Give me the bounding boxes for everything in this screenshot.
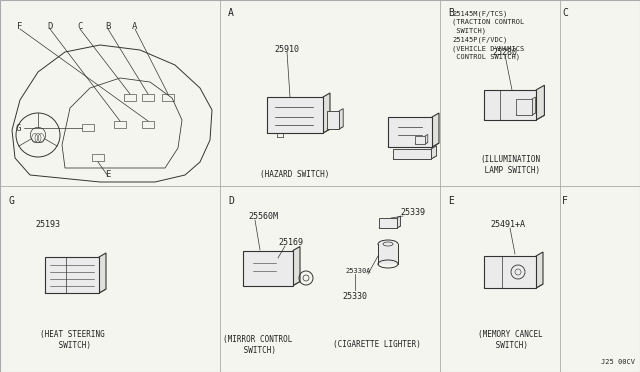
Bar (82, 124, 94, 131)
Text: B: B (106, 22, 111, 31)
Bar (142, 94, 154, 101)
Text: 25330A: 25330A (345, 268, 371, 274)
Bar (162, 94, 174, 101)
Text: C: C (562, 8, 568, 18)
Polygon shape (323, 93, 330, 133)
Polygon shape (484, 256, 536, 288)
Text: A: A (132, 22, 138, 31)
Text: 25910: 25910 (275, 45, 300, 54)
Polygon shape (243, 250, 293, 285)
Text: G: G (15, 124, 20, 132)
Bar (124, 94, 136, 101)
Text: 25193: 25193 (35, 220, 60, 229)
Polygon shape (536, 252, 543, 288)
Polygon shape (267, 129, 330, 133)
Polygon shape (431, 146, 436, 159)
Polygon shape (379, 226, 401, 228)
Polygon shape (45, 289, 106, 293)
Bar (378, 244, 398, 264)
Text: 25169: 25169 (278, 238, 303, 247)
Polygon shape (293, 247, 300, 285)
Polygon shape (415, 142, 428, 144)
Polygon shape (484, 284, 543, 288)
Text: J25 00CV: J25 00CV (601, 359, 635, 365)
Polygon shape (327, 111, 339, 129)
Text: (ILLUMINATION
 LAMP SWITCH): (ILLUMINATION LAMP SWITCH) (480, 155, 540, 175)
Text: 25330: 25330 (342, 292, 367, 301)
Polygon shape (99, 253, 106, 293)
Polygon shape (393, 149, 431, 159)
Text: F: F (562, 196, 568, 206)
Text: E: E (448, 196, 454, 206)
Text: (HAZARD SWITCH): (HAZARD SWITCH) (260, 170, 330, 179)
Text: 25145M(F/TCS)
(TRACTION CONTROL
 SWITCH)
25145P(F/VDC)
(VEHICLE DYNAMICS
 CONTRO: 25145M(F/TCS) (TRACTION CONTROL SWITCH) … (452, 10, 524, 60)
Polygon shape (327, 126, 343, 129)
Polygon shape (484, 115, 545, 120)
Text: G: G (8, 196, 14, 206)
Polygon shape (516, 99, 532, 115)
Bar (142, 121, 154, 128)
Polygon shape (432, 113, 439, 147)
Text: E: E (106, 170, 111, 179)
Bar (114, 121, 126, 128)
Polygon shape (397, 216, 401, 228)
Text: D: D (228, 196, 234, 206)
Text: (MEMORY CANCEL
 SWITCH): (MEMORY CANCEL SWITCH) (477, 330, 542, 350)
Polygon shape (532, 97, 536, 115)
Text: 25280: 25280 (493, 48, 518, 57)
Text: (CIGARETTE LIGHTER): (CIGARETTE LIGHTER) (333, 340, 421, 349)
Polygon shape (388, 117, 432, 147)
Polygon shape (516, 113, 536, 115)
Text: F: F (17, 22, 22, 31)
Text: 25339: 25339 (400, 208, 425, 217)
Polygon shape (484, 90, 536, 120)
Polygon shape (267, 97, 323, 133)
Text: C: C (77, 22, 83, 31)
Polygon shape (379, 218, 397, 228)
Polygon shape (536, 85, 545, 120)
Text: A: A (228, 8, 234, 18)
Polygon shape (425, 134, 428, 144)
Text: 25491+A: 25491+A (490, 220, 525, 229)
Polygon shape (415, 136, 425, 144)
Polygon shape (339, 109, 343, 129)
Ellipse shape (378, 240, 398, 248)
Bar (92, 154, 104, 161)
Text: 25560M: 25560M (248, 212, 278, 221)
Polygon shape (45, 257, 99, 293)
Text: B: B (448, 8, 454, 18)
Text: (HEAT STEERING
 SWITCH): (HEAT STEERING SWITCH) (40, 330, 104, 350)
Polygon shape (393, 156, 436, 159)
Polygon shape (388, 143, 439, 147)
Polygon shape (243, 282, 300, 285)
Text: (MIRROR CONTROL
 SWITCH): (MIRROR CONTROL SWITCH) (223, 335, 292, 355)
Text: D: D (47, 22, 52, 31)
